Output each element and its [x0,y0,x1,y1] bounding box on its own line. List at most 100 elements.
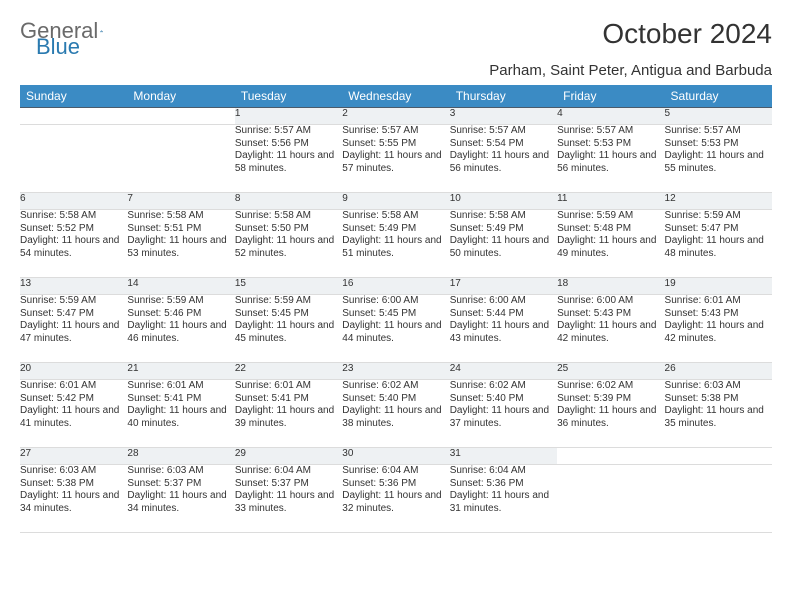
day-content-cell: Sunrise: 6:00 AMSunset: 5:43 PMDaylight:… [557,295,664,363]
day-number-cell: 28 [127,448,234,465]
day-number-cell [20,108,127,125]
sunrise-text: Sunrise: 5:58 AM [20,210,127,223]
day-content-cell: Sunrise: 6:01 AMSunset: 5:43 PMDaylight:… [665,295,772,363]
day-number-cell: 12 [665,193,772,210]
day-content-cell: Sunrise: 6:03 AMSunset: 5:38 PMDaylight:… [20,465,127,533]
daylight-text: Daylight: 11 hours and 44 minutes. [342,320,449,345]
day-number-row: 13141516171819 [20,278,772,295]
sunset-text: Sunset: 5:37 PM [235,478,342,491]
sunrise-text: Sunrise: 5:57 AM [557,125,664,138]
day-content-cell: Sunrise: 6:01 AMSunset: 5:41 PMDaylight:… [235,380,342,448]
weekday-header: Sunday [20,85,127,108]
location-text: Parham, Saint Peter, Antigua and Barbuda [20,62,772,79]
day-content-cell: Sunrise: 6:02 AMSunset: 5:40 PMDaylight:… [450,380,557,448]
month-title: October 2024 [602,18,772,50]
day-content-cell: Sunrise: 6:00 AMSunset: 5:45 PMDaylight:… [342,295,449,363]
daylight-text: Daylight: 11 hours and 42 minutes. [557,320,664,345]
sunrise-text: Sunrise: 5:58 AM [235,210,342,223]
sunrise-text: Sunrise: 6:04 AM [342,465,449,478]
weekday-header-row: Sunday Monday Tuesday Wednesday Thursday… [20,85,772,108]
logo-sail-icon [100,24,103,38]
day-content-row: Sunrise: 5:59 AMSunset: 5:47 PMDaylight:… [20,295,772,363]
sunrise-text: Sunrise: 5:57 AM [235,125,342,138]
day-number-cell: 1 [235,108,342,125]
sunset-text: Sunset: 5:45 PM [342,308,449,321]
sunset-text: Sunset: 5:36 PM [450,478,557,491]
day-content-cell: Sunrise: 6:01 AMSunset: 5:41 PMDaylight:… [127,380,234,448]
day-number-cell: 18 [557,278,664,295]
day-number-cell: 16 [342,278,449,295]
daylight-text: Daylight: 11 hours and 36 minutes. [557,405,664,430]
day-content-cell: Sunrise: 6:02 AMSunset: 5:40 PMDaylight:… [342,380,449,448]
day-number: 22 [235,363,246,374]
day-number-cell: 5 [665,108,772,125]
day-number: 8 [235,193,241,204]
sunset-text: Sunset: 5:44 PM [450,308,557,321]
daylight-text: Daylight: 11 hours and 40 minutes. [127,405,234,430]
day-number: 9 [342,193,348,204]
day-content-cell: Sunrise: 5:58 AMSunset: 5:50 PMDaylight:… [235,210,342,278]
sunrise-text: Sunrise: 6:03 AM [665,380,772,393]
day-content-row: Sunrise: 5:57 AMSunset: 5:56 PMDaylight:… [20,125,772,193]
sunrise-text: Sunrise: 6:04 AM [450,465,557,478]
day-number: 25 [557,363,568,374]
daylight-text: Daylight: 11 hours and 39 minutes. [235,405,342,430]
day-content-cell: Sunrise: 5:58 AMSunset: 5:49 PMDaylight:… [342,210,449,278]
sunrise-text: Sunrise: 5:59 AM [665,210,772,223]
day-number-cell [557,448,664,465]
day-content-cell: Sunrise: 5:59 AMSunset: 5:45 PMDaylight:… [235,295,342,363]
sunset-text: Sunset: 5:36 PM [342,478,449,491]
day-content-cell: Sunrise: 6:03 AMSunset: 5:37 PMDaylight:… [127,465,234,533]
weekday-header: Thursday [450,85,557,108]
day-number-cell: 6 [20,193,127,210]
day-number: 15 [235,278,246,289]
weekday-header: Monday [127,85,234,108]
daylight-text: Daylight: 11 hours and 32 minutes. [342,490,449,515]
day-number-cell: 15 [235,278,342,295]
sunset-text: Sunset: 5:53 PM [557,138,664,151]
day-content-cell: Sunrise: 5:58 AMSunset: 5:51 PMDaylight:… [127,210,234,278]
day-number: 21 [127,363,138,374]
day-content-row: Sunrise: 6:03 AMSunset: 5:38 PMDaylight:… [20,465,772,533]
day-number-cell: 29 [235,448,342,465]
daylight-text: Daylight: 11 hours and 33 minutes. [235,490,342,515]
daylight-text: Daylight: 11 hours and 45 minutes. [235,320,342,345]
day-number: 20 [20,363,31,374]
day-content-cell: Sunrise: 6:02 AMSunset: 5:39 PMDaylight:… [557,380,664,448]
daylight-text: Daylight: 11 hours and 56 minutes. [450,150,557,175]
day-number-row: 2728293031 [20,448,772,465]
day-number-cell: 23 [342,363,449,380]
sunset-text: Sunset: 5:52 PM [20,223,127,236]
day-number-cell: 8 [235,193,342,210]
day-number-cell: 4 [557,108,664,125]
day-content-cell: Sunrise: 5:57 AMSunset: 5:53 PMDaylight:… [665,125,772,193]
day-number: 31 [450,448,461,459]
day-number-cell: 20 [20,363,127,380]
daylight-text: Daylight: 11 hours and 38 minutes. [342,405,449,430]
sunset-text: Sunset: 5:43 PM [665,308,772,321]
daylight-text: Daylight: 11 hours and 37 minutes. [450,405,557,430]
sunset-text: Sunset: 5:41 PM [127,393,234,406]
day-content-cell: Sunrise: 5:58 AMSunset: 5:49 PMDaylight:… [450,210,557,278]
day-number-row: 12 345 [20,108,772,125]
daylight-text: Daylight: 11 hours and 43 minutes. [450,320,557,345]
day-number-cell: 7 [127,193,234,210]
day-number: 14 [127,278,138,289]
daylight-text: Daylight: 11 hours and 46 minutes. [127,320,234,345]
title-block: October 2024 [602,18,772,50]
sunset-text: Sunset: 5:47 PM [665,223,772,236]
sunrise-text: Sunrise: 6:03 AM [127,465,234,478]
sunset-text: Sunset: 5:40 PM [450,393,557,406]
daylight-text: Daylight: 11 hours and 34 minutes. [20,490,127,515]
weekday-header: Saturday [665,85,772,108]
day-number: 30 [342,448,353,459]
day-number-cell: 3 [450,108,557,125]
day-number: 2 [342,108,348,119]
day-content-row: Sunrise: 5:58 AMSunset: 5:52 PMDaylight:… [20,210,772,278]
sunrise-text: Sunrise: 5:59 AM [235,295,342,308]
sunrise-text: Sunrise: 6:04 AM [235,465,342,478]
sunset-text: Sunset: 5:39 PM [557,393,664,406]
sunrise-text: Sunrise: 5:57 AM [665,125,772,138]
day-content-cell [557,465,664,533]
daylight-text: Daylight: 11 hours and 34 minutes. [127,490,234,515]
